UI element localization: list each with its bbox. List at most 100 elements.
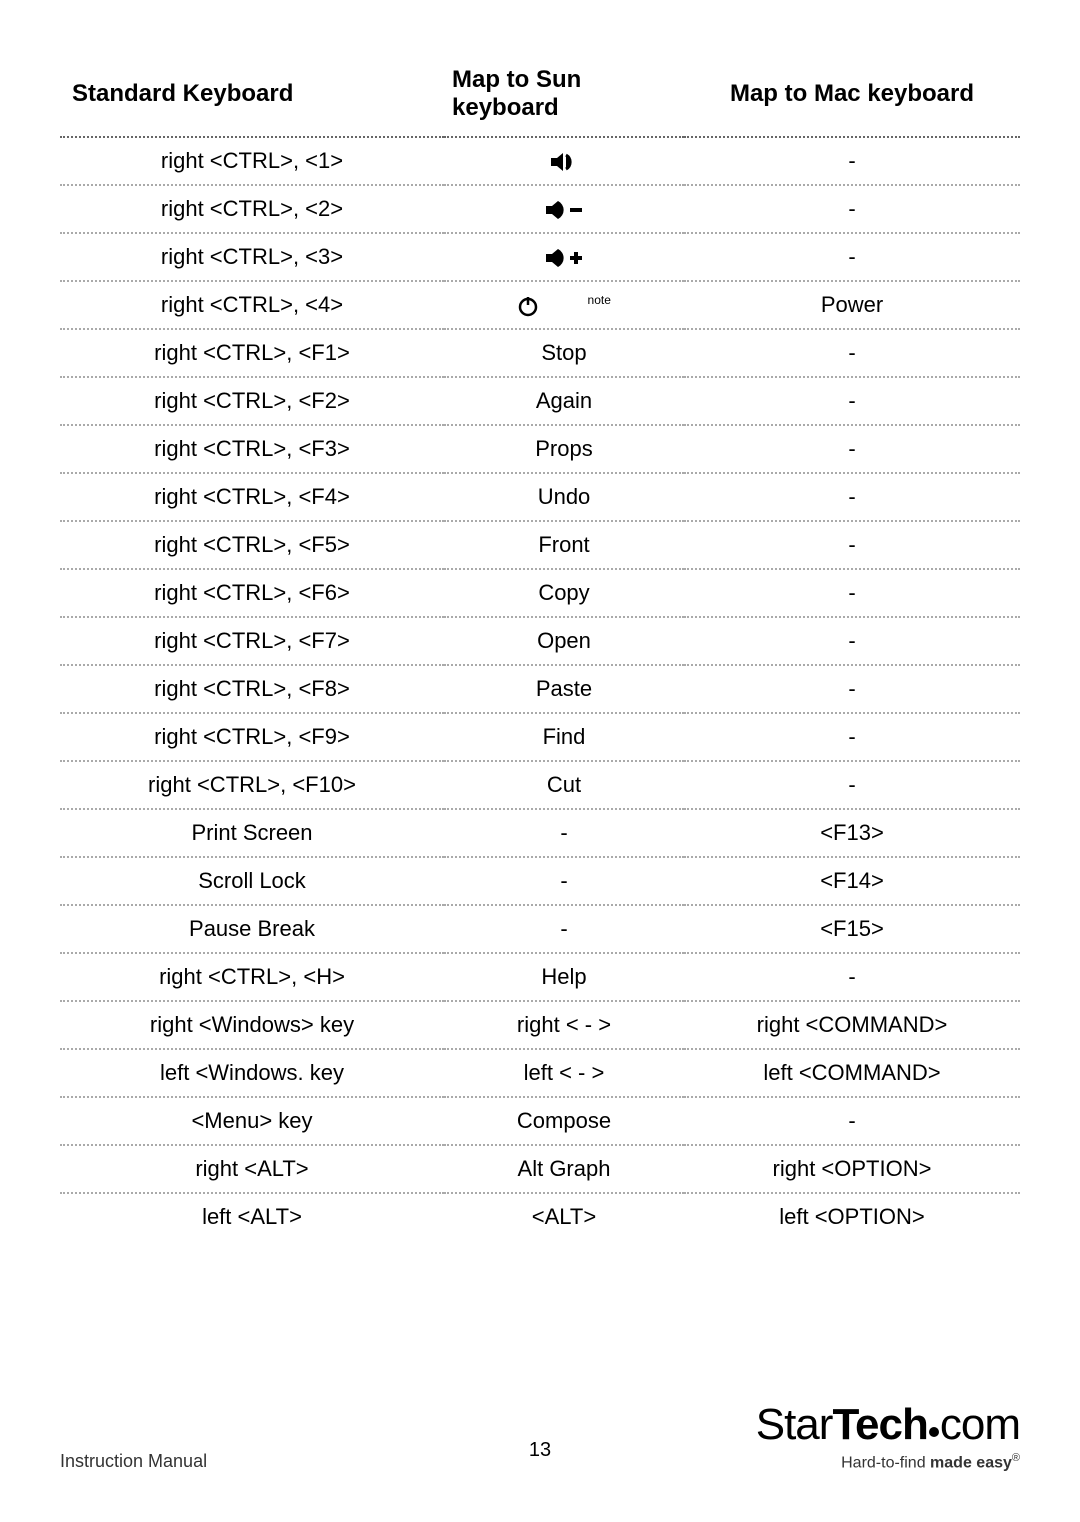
cell-standard: right <CTRL>, <H>	[60, 953, 444, 1001]
tagline-registered: ®	[1012, 1452, 1020, 1464]
cell-mac: <F15>	[684, 905, 1020, 953]
cell-mac: left <COMMAND>	[684, 1049, 1020, 1097]
footer-brand-block: StarTechcom Hard-to-find made easy®	[756, 1400, 1020, 1472]
table-row: left <ALT><ALT>left <OPTION>	[60, 1193, 1020, 1240]
table-row: right <CTRL>, <H>Help-	[60, 953, 1020, 1001]
power-moon-icon: note	[444, 281, 684, 329]
mute-icon	[444, 137, 684, 185]
cell-standard: left <ALT>	[60, 1193, 444, 1240]
cell-mac: -	[684, 761, 1020, 809]
cell-mac: -	[684, 713, 1020, 761]
cell-mac: -	[684, 1097, 1020, 1145]
cell-standard: right <CTRL>, <F3>	[60, 425, 444, 473]
vol-up-icon	[444, 233, 684, 281]
cell-standard: left <Windows. key	[60, 1049, 444, 1097]
table-row: right <CTRL>, <F5>Front-	[60, 521, 1020, 569]
cell-sun: left < - >	[444, 1049, 684, 1097]
cell-sun: Alt Graph	[444, 1145, 684, 1193]
brand-tagline: Hard-to-find made easy®	[756, 1452, 1020, 1472]
cell-sun: Open	[444, 617, 684, 665]
cell-standard: right <CTRL>, <F10>	[60, 761, 444, 809]
header-sun: Map to Sun keyboard	[444, 50, 684, 137]
table-row: right <CTRL>, <F1>Stop-	[60, 329, 1020, 377]
cell-sun: Again	[444, 377, 684, 425]
table-row: right <CTRL>, <F8>Paste-	[60, 665, 1020, 713]
cell-standard: right <CTRL>, <F7>	[60, 617, 444, 665]
cell-mac: left <OPTION>	[684, 1193, 1020, 1240]
icon-note: note	[588, 293, 611, 307]
cell-standard: right <ALT>	[60, 1145, 444, 1193]
cell-mac: -	[684, 185, 1020, 233]
cell-sun: Help	[444, 953, 684, 1001]
cell-mac: -	[684, 569, 1020, 617]
table-row: right <CTRL>, <F6>Copy-	[60, 569, 1020, 617]
cell-mac: -	[684, 617, 1020, 665]
cell-standard: right <CTRL>, <F2>	[60, 377, 444, 425]
document-page: Standard Keyboard Map to Sun keyboard Ma…	[0, 0, 1080, 1280]
table-row: Pause Break-<F15>	[60, 905, 1020, 953]
header-mac: Map to Mac keyboard	[684, 50, 1020, 137]
cell-sun: Cut	[444, 761, 684, 809]
cell-mac: <F13>	[684, 809, 1020, 857]
cell-mac: <F14>	[684, 857, 1020, 905]
table-row: right <CTRL>, <3> -	[60, 233, 1020, 281]
cell-sun: -	[444, 905, 684, 953]
cell-sun: Front	[444, 521, 684, 569]
cell-mac: -	[684, 473, 1020, 521]
cell-sun: Stop	[444, 329, 684, 377]
table-row: left <Windows. keyleft < - >left <COMMAN…	[60, 1049, 1020, 1097]
table-row: right <CTRL>, <F4>Undo-	[60, 473, 1020, 521]
brand-dot-icon	[929, 1427, 939, 1437]
header-standard: Standard Keyboard	[60, 50, 444, 137]
cell-mac: Power	[684, 281, 1020, 329]
table-row: Scroll Lock-<F14>	[60, 857, 1020, 905]
table-row: right <CTRL>, <F7>Open-	[60, 617, 1020, 665]
tagline-part1: Hard-to-find	[841, 1454, 930, 1471]
cell-standard: right <CTRL>, <3>	[60, 233, 444, 281]
cell-sun: -	[444, 857, 684, 905]
tagline-part2: made easy	[930, 1454, 1012, 1471]
cell-standard: right <CTRL>, <F5>	[60, 521, 444, 569]
cell-sun: -	[444, 809, 684, 857]
table-header-row: Standard Keyboard Map to Sun keyboard Ma…	[60, 50, 1020, 137]
cell-standard: Print Screen	[60, 809, 444, 857]
cell-sun: Props	[444, 425, 684, 473]
page-footer: Instruction Manual 13 StarTechcom Hard-t…	[60, 1400, 1020, 1472]
cell-sun: right < - >	[444, 1001, 684, 1049]
table-row: right <CTRL>, <F2>Again-	[60, 377, 1020, 425]
table-row: right <ALT>Alt Graphright <OPTION>	[60, 1145, 1020, 1193]
cell-sun: Copy	[444, 569, 684, 617]
cell-sun: Find	[444, 713, 684, 761]
brand-part3: com	[940, 1400, 1020, 1449]
table-row: right <CTRL>, <F9>Find-	[60, 713, 1020, 761]
cell-standard: right <Windows> key	[60, 1001, 444, 1049]
cell-sun: Undo	[444, 473, 684, 521]
cell-mac: right <OPTION>	[684, 1145, 1020, 1193]
table-row: right <CTRL>, <1> -	[60, 137, 1020, 185]
cell-mac: -	[684, 521, 1020, 569]
vol-down-icon	[444, 185, 684, 233]
table-row: right <Windows> keyright < - >right <COM…	[60, 1001, 1020, 1049]
table-row: Print Screen-<F13>	[60, 809, 1020, 857]
footer-left-text: Instruction Manual	[60, 1451, 207, 1472]
brand-logo: StarTechcom	[756, 1400, 1020, 1450]
cell-mac: -	[684, 665, 1020, 713]
cell-mac: -	[684, 329, 1020, 377]
cell-sun: Compose	[444, 1097, 684, 1145]
cell-mac: -	[684, 377, 1020, 425]
page-number: 13	[529, 1439, 551, 1462]
cell-standard: Pause Break	[60, 905, 444, 953]
cell-standard: right <CTRL>, <F4>	[60, 473, 444, 521]
cell-standard: right <CTRL>, <F8>	[60, 665, 444, 713]
cell-standard: right <CTRL>, <F9>	[60, 713, 444, 761]
table-row: right <CTRL>, <2> -	[60, 185, 1020, 233]
cell-mac: -	[684, 425, 1020, 473]
cell-sun: <ALT>	[444, 1193, 684, 1240]
cell-mac: right <COMMAND>	[684, 1001, 1020, 1049]
table-row: right <CTRL>, <F3>Props-	[60, 425, 1020, 473]
cell-sun: Paste	[444, 665, 684, 713]
cell-standard: right <CTRL>, <2>	[60, 185, 444, 233]
cell-mac: -	[684, 233, 1020, 281]
cell-standard: Scroll Lock	[60, 857, 444, 905]
cell-mac: -	[684, 137, 1020, 185]
